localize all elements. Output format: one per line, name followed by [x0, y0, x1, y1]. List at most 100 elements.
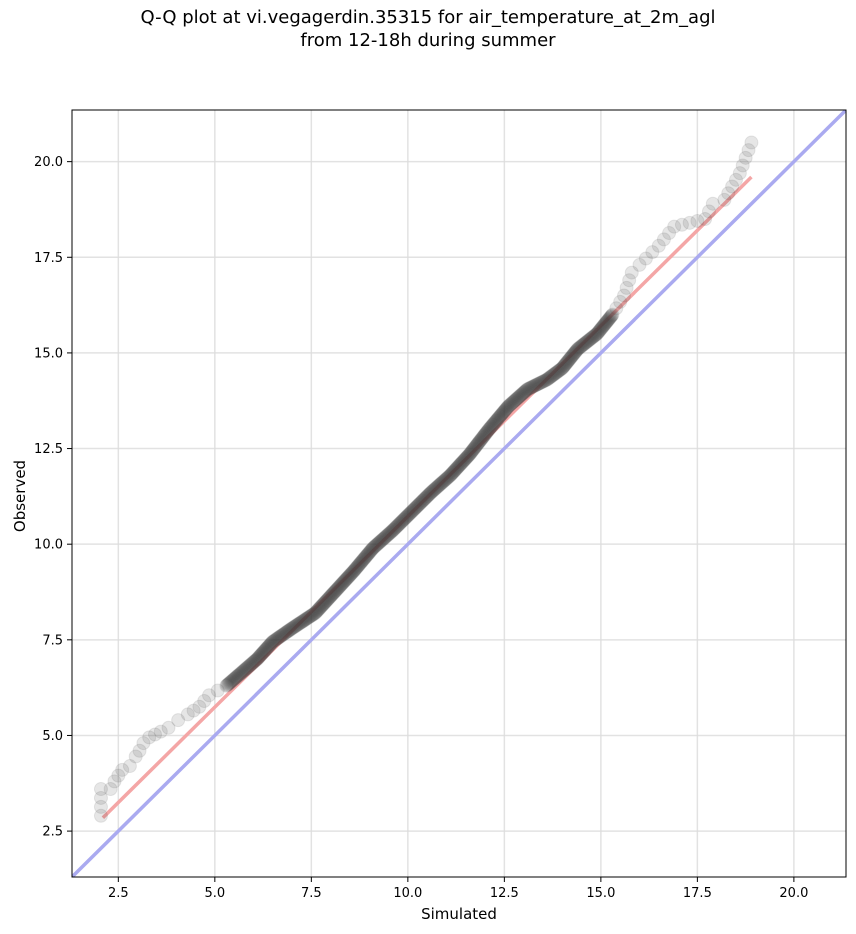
qq-point: [505, 395, 520, 410]
qq-point: [284, 621, 299, 636]
qq-point: [383, 525, 398, 540]
qq-point: [537, 373, 552, 388]
qq-point: [379, 529, 394, 544]
qq-point: [255, 646, 270, 661]
plot-frame: [71, 109, 847, 878]
qq-point: [420, 488, 435, 503]
qq-point: [439, 472, 454, 487]
qq-point: [489, 413, 504, 428]
qq-point: [496, 405, 511, 420]
qq-point: [377, 530, 392, 545]
qq-point: [674, 217, 689, 232]
qq-point: [412, 496, 427, 511]
qq-point: [334, 577, 349, 592]
qq-point: [372, 535, 387, 550]
qq-point: [459, 450, 474, 465]
qq-point: [251, 651, 266, 666]
qq-point: [592, 324, 607, 339]
qq-point: [449, 461, 464, 476]
qq-point: [604, 308, 619, 323]
qq-point: [115, 762, 130, 777]
qq-point: [276, 627, 291, 642]
qq-point: [475, 430, 490, 445]
qq-point: [491, 410, 506, 425]
qq-point: [558, 357, 573, 372]
qq-point: [363, 544, 378, 559]
qq-point: [392, 516, 407, 531]
qq-point: [382, 526, 397, 541]
qq-point: [346, 563, 361, 578]
qq-point: [479, 425, 494, 440]
qq-point: [555, 360, 570, 375]
qq-point: [455, 454, 470, 469]
x-tick-label: 15.0: [586, 886, 615, 901]
qq-point: [429, 480, 444, 495]
qq-point: [387, 521, 402, 536]
qq-point: [277, 626, 292, 641]
qq-point: [93, 790, 108, 805]
qq-point: [107, 774, 122, 789]
qq-point: [478, 426, 493, 441]
qq-point: [358, 549, 373, 564]
qq-point: [220, 677, 235, 692]
qq-point: [244, 657, 259, 672]
qq-point: [500, 400, 515, 415]
qq-point: [594, 321, 609, 336]
x-tick-label: 17.5: [683, 886, 712, 901]
qq-point: [545, 368, 560, 383]
qq-point: [395, 514, 410, 529]
qq-point: [428, 481, 443, 496]
qq-point: [556, 359, 571, 374]
qq-point: [510, 391, 525, 406]
qq-point: [458, 451, 473, 466]
qq-point: [499, 402, 514, 417]
qq-point: [567, 345, 582, 360]
qq-point: [717, 192, 732, 207]
qq-point: [471, 435, 486, 450]
qq-point: [233, 666, 248, 681]
qq-point: [583, 331, 598, 346]
qq-point: [402, 507, 417, 522]
qq-point: [378, 529, 393, 544]
qq-point: [262, 638, 277, 653]
qq-point: [345, 565, 360, 580]
qq-point: [481, 423, 496, 438]
y-tick-label: 10.0: [34, 538, 63, 553]
qq-point: [582, 332, 597, 347]
qq-point: [543, 369, 558, 384]
qq-point: [321, 591, 336, 606]
qq-point: [470, 437, 485, 452]
qq-point: [463, 445, 478, 460]
qq-point: [447, 464, 462, 479]
qq-point: [427, 482, 442, 497]
qq-point: [221, 676, 236, 691]
qq-point: [468, 440, 483, 455]
qq-point: [406, 503, 421, 518]
qq-point: [590, 326, 605, 341]
qq-point: [238, 662, 253, 677]
qq-point: [186, 703, 201, 718]
qq-point: [235, 664, 250, 679]
qq-point: [382, 526, 397, 541]
qq-point: [662, 226, 677, 241]
qq-point: [562, 352, 577, 367]
qq-point: [278, 625, 293, 640]
qq-point: [384, 524, 399, 539]
qq-point: [259, 642, 274, 657]
qq-point: [103, 782, 118, 797]
qq-point: [518, 383, 533, 398]
qq-point: [575, 338, 590, 353]
qq-point: [395, 513, 410, 528]
qq-point: [460, 449, 475, 464]
qq-point: [585, 330, 600, 345]
qq-point: [403, 505, 418, 520]
qq-point: [399, 510, 414, 525]
qq-point: [417, 491, 432, 506]
qq-point: [310, 603, 325, 618]
qq-point: [132, 743, 147, 758]
qq-point: [274, 628, 289, 643]
x-tick-label: 20.0: [779, 886, 808, 901]
qq-point: [357, 551, 372, 566]
qq-point: [414, 495, 429, 510]
qq-point: [514, 387, 529, 402]
